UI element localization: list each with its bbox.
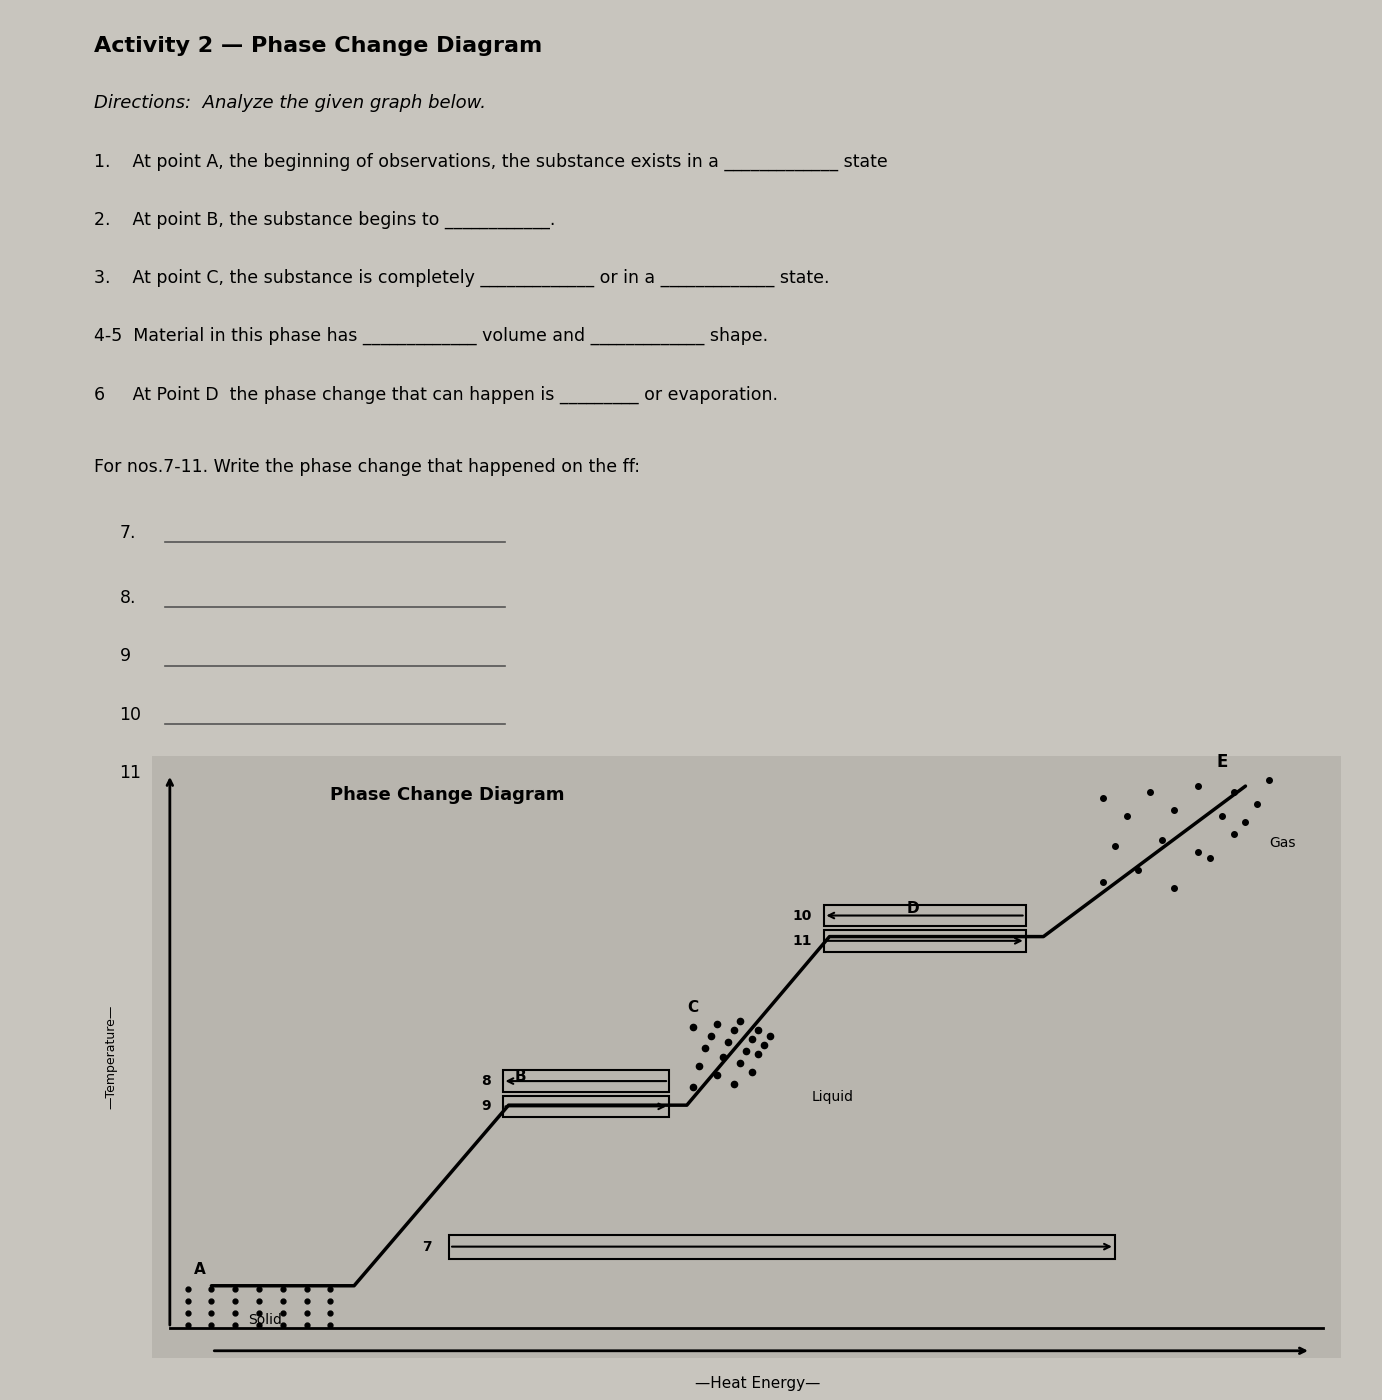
Text: Liquid: Liquid (811, 1091, 854, 1105)
Text: For nos.7-11. Write the phase change that happened on the ff:: For nos.7-11. Write the phase change tha… (94, 458, 640, 476)
Text: Solid: Solid (247, 1313, 282, 1327)
Text: 2.    At point B, the substance begins to ____________.: 2. At point B, the substance begins to _… (94, 210, 556, 228)
Text: B: B (514, 1070, 527, 1084)
Text: —Temperature—: —Temperature— (104, 1005, 117, 1109)
Text: 9: 9 (481, 1099, 491, 1113)
Text: Activity 2 — Phase Change Diagram: Activity 2 — Phase Change Diagram (94, 36, 542, 56)
Text: E: E (1216, 753, 1227, 771)
Bar (503, 1070, 669, 1092)
Bar (449, 1235, 1115, 1259)
Bar (503, 1096, 669, 1117)
Text: 1.    At point A, the beginning of observations, the substance exists in a _____: 1. At point A, the beginning of observat… (94, 153, 887, 171)
Text: D: D (907, 900, 919, 916)
Text: 3.    At point C, the substance is completely _____________ or in a ____________: 3. At point C, the substance is complete… (94, 269, 829, 287)
Text: 11: 11 (119, 764, 141, 781)
Text: 7: 7 (422, 1239, 431, 1253)
Text: —Heat Energy—: —Heat Energy— (695, 1376, 821, 1392)
Text: 4-5  Material in this phase has _____________ volume and _____________ shape.: 4-5 Material in this phase has _________… (94, 328, 768, 346)
Text: 10: 10 (792, 909, 811, 923)
Bar (824, 930, 1025, 952)
Text: A: A (193, 1261, 206, 1277)
Text: 8: 8 (481, 1074, 491, 1088)
Text: C: C (687, 1000, 698, 1015)
Text: 6     At Point D  the phase change that can happen is _________ or evaporation.: 6 At Point D the phase change that can h… (94, 385, 778, 403)
Text: 10: 10 (119, 706, 141, 724)
Text: 11: 11 (792, 934, 811, 948)
Text: Phase Change Diagram: Phase Change Diagram (330, 787, 565, 804)
Text: 8.: 8. (119, 589, 135, 608)
Text: Directions:  Analyze the given graph below.: Directions: Analyze the given graph belo… (94, 94, 486, 112)
Text: 9: 9 (119, 647, 131, 665)
Text: 7.: 7. (119, 524, 135, 542)
Bar (824, 904, 1025, 927)
Text: Gas: Gas (1269, 836, 1296, 850)
